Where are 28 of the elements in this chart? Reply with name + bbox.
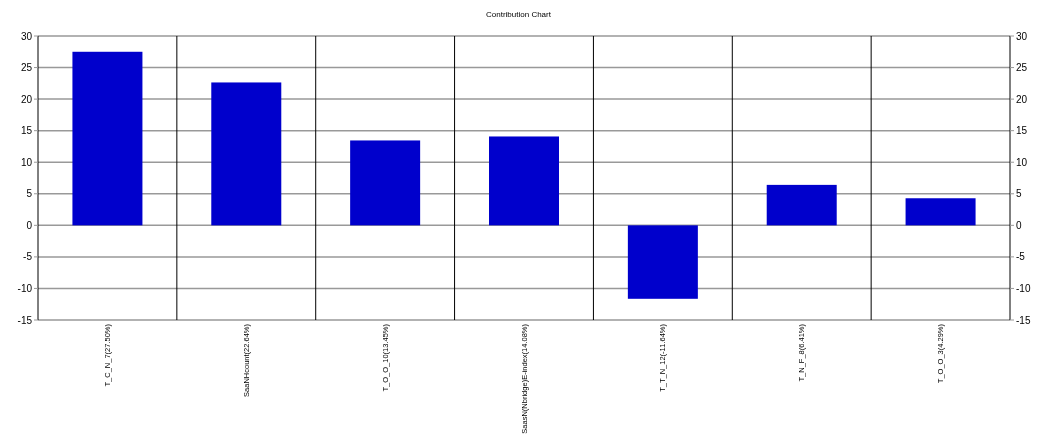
y-tick-label: -5 — [23, 251, 33, 263]
chart-title: Contribution Chart — [486, 10, 552, 19]
y2-tick-label: 10 — [1016, 156, 1028, 168]
bar — [211, 82, 282, 226]
y-tick-label: 15 — [20, 125, 33, 137]
y2-tick-label: -5 — [1016, 251, 1026, 263]
y-tick-label: 10 — [20, 156, 33, 168]
bar — [905, 198, 976, 226]
y-tick-label: 5 — [26, 188, 33, 200]
y2-tick-label: -15 — [1016, 314, 1031, 326]
bar — [627, 225, 698, 299]
y-tick-label: 0 — [26, 219, 33, 231]
bar — [489, 136, 559, 226]
y2-tick-label: 25 — [1016, 62, 1028, 74]
y2-tick-label: 5 — [1016, 188, 1022, 200]
y2-tick-label: 0 — [1016, 219, 1022, 231]
y-tick-label: 25 — [20, 62, 33, 74]
y2-tick-label: -10 — [1016, 282, 1031, 294]
bar — [350, 140, 421, 226]
y-tick-label: -15 — [17, 314, 33, 326]
y-tick-label: 20 — [20, 93, 33, 105]
y-tick-label: -10 — [17, 282, 33, 294]
y2-tick-label: 20 — [1016, 93, 1028, 105]
bar — [766, 184, 837, 226]
y2-tick-label: 15 — [1016, 125, 1028, 137]
bar — [72, 51, 143, 226]
y2-tick-label: 30 — [1016, 30, 1028, 42]
y-tick-label: 30 — [20, 30, 33, 42]
